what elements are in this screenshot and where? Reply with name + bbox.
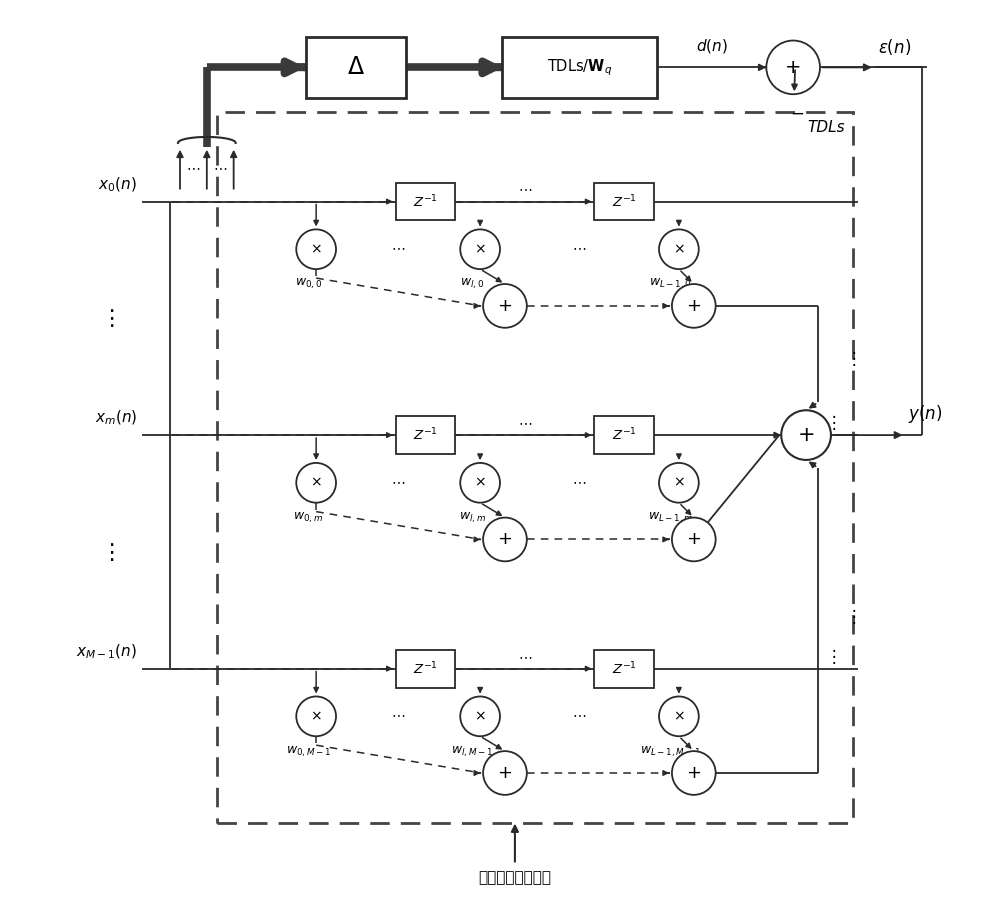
Text: $\vdots$: $\vdots$	[100, 307, 115, 329]
Bar	[396, 650, 455, 688]
Text: $w_{L-1,0}$: $w_{L-1,0}$	[649, 277, 692, 292]
Bar	[396, 183, 455, 220]
Text: $\times$: $\times$	[310, 476, 322, 490]
Text: $w_{l,m}$: $w_{l,m}$	[459, 510, 486, 525]
Ellipse shape	[460, 697, 500, 736]
Text: $x_m(n)$: $x_m(n)$	[95, 409, 137, 428]
Text: $\times$: $\times$	[474, 242, 486, 256]
Ellipse shape	[659, 463, 699, 503]
Text: $-$: $-$	[790, 104, 804, 122]
Text: +: +	[497, 297, 512, 315]
Text: $x_{M-1}(n)$: $x_{M-1}(n)$	[76, 643, 137, 661]
Bar	[306, 37, 406, 98]
Ellipse shape	[672, 752, 716, 795]
Text: $\vdots$: $\vdots$	[845, 348, 856, 367]
Ellipse shape	[483, 284, 527, 328]
Text: +: +	[497, 530, 512, 548]
Bar	[594, 650, 654, 688]
Text: +: +	[797, 425, 815, 446]
Ellipse shape	[483, 752, 527, 795]
Text: $\times$: $\times$	[310, 709, 322, 724]
Bar	[396, 416, 455, 454]
Text: $w_{L-1,M-1}$: $w_{L-1,M-1}$	[640, 744, 701, 759]
Bar	[502, 37, 657, 98]
Text: $\times$: $\times$	[310, 242, 322, 256]
Text: $w_{l,M-1}$: $w_{l,M-1}$	[451, 744, 493, 759]
Ellipse shape	[460, 230, 500, 269]
Text: $\times$: $\times$	[474, 709, 486, 724]
Text: $\Delta$: $\Delta$	[347, 56, 365, 79]
Ellipse shape	[483, 518, 527, 562]
Ellipse shape	[460, 463, 500, 503]
Text: $\cdots$: $\cdots$	[572, 707, 587, 722]
Text: $\vdots$: $\vdots$	[845, 607, 856, 626]
Ellipse shape	[781, 410, 831, 460]
Text: $Z^{-1}$: $Z^{-1}$	[413, 427, 438, 444]
Text: +: +	[686, 297, 701, 315]
Text: TDLs/$\mathbf{W}_q$: TDLs/$\mathbf{W}_q$	[547, 57, 612, 77]
Bar	[217, 112, 853, 823]
Ellipse shape	[659, 697, 699, 736]
Text: $\times$: $\times$	[673, 242, 685, 256]
Text: $Z^{-1}$: $Z^{-1}$	[612, 194, 637, 210]
Text: $\vdots$: $\vdots$	[825, 647, 837, 666]
Text: $Z^{-1}$: $Z^{-1}$	[413, 661, 438, 677]
Text: $\vdots$: $\vdots$	[825, 413, 837, 432]
Text: $Z^{-1}$: $Z^{-1}$	[612, 661, 637, 677]
Text: 自适应权矢量调节: 自适应权矢量调节	[478, 870, 551, 886]
Text: $\cdots$: $\cdots$	[391, 473, 405, 488]
Text: $\cdots$: $\cdots$	[518, 649, 532, 662]
Bar	[594, 416, 654, 454]
Text: $\cdots$: $\cdots$	[518, 415, 532, 429]
Text: +: +	[686, 764, 701, 782]
Text: $\cdots$: $\cdots$	[572, 240, 587, 255]
Text: $\times$: $\times$	[673, 476, 685, 490]
Text: $\times$: $\times$	[673, 709, 685, 724]
Text: +: +	[785, 58, 801, 76]
Text: $w_{L-1,m}$: $w_{L-1,m}$	[648, 510, 694, 525]
Ellipse shape	[659, 230, 699, 269]
Text: $w_{0,m}$: $w_{0,m}$	[293, 510, 323, 525]
Text: $\cdots$: $\cdots$	[391, 707, 405, 722]
Ellipse shape	[766, 40, 820, 94]
Text: $\cdots$: $\cdots$	[213, 160, 227, 175]
Ellipse shape	[296, 230, 336, 269]
Text: $\vdots$: $\vdots$	[100, 541, 115, 562]
Text: TDLs: TDLs	[807, 120, 845, 135]
Text: $w_{0,M-1}$: $w_{0,M-1}$	[286, 744, 331, 759]
Text: +: +	[497, 764, 512, 782]
Text: $w_{0,0}$: $w_{0,0}$	[295, 277, 322, 292]
Text: $d(n)$: $d(n)$	[696, 38, 728, 56]
Text: $Z^{-1}$: $Z^{-1}$	[413, 194, 438, 210]
Text: $w_{l,0}$: $w_{l,0}$	[460, 277, 484, 292]
Text: $\times$: $\times$	[474, 476, 486, 490]
Text: $x_0(n)$: $x_0(n)$	[98, 176, 137, 194]
Text: $\cdots$: $\cdots$	[186, 160, 200, 175]
Ellipse shape	[672, 518, 716, 562]
Ellipse shape	[296, 463, 336, 503]
Text: +: +	[686, 530, 701, 548]
Text: $\varepsilon(n)$: $\varepsilon(n)$	[878, 38, 911, 58]
Bar	[594, 183, 654, 220]
Text: $y(n)$: $y(n)$	[908, 403, 943, 425]
Text: $\cdots$: $\cdots$	[518, 182, 532, 195]
Text: $Z^{-1}$: $Z^{-1}$	[612, 427, 637, 444]
Ellipse shape	[296, 697, 336, 736]
Ellipse shape	[672, 284, 716, 328]
Text: $\cdots$: $\cdots$	[391, 240, 405, 255]
Text: $\cdots$: $\cdots$	[572, 473, 587, 488]
